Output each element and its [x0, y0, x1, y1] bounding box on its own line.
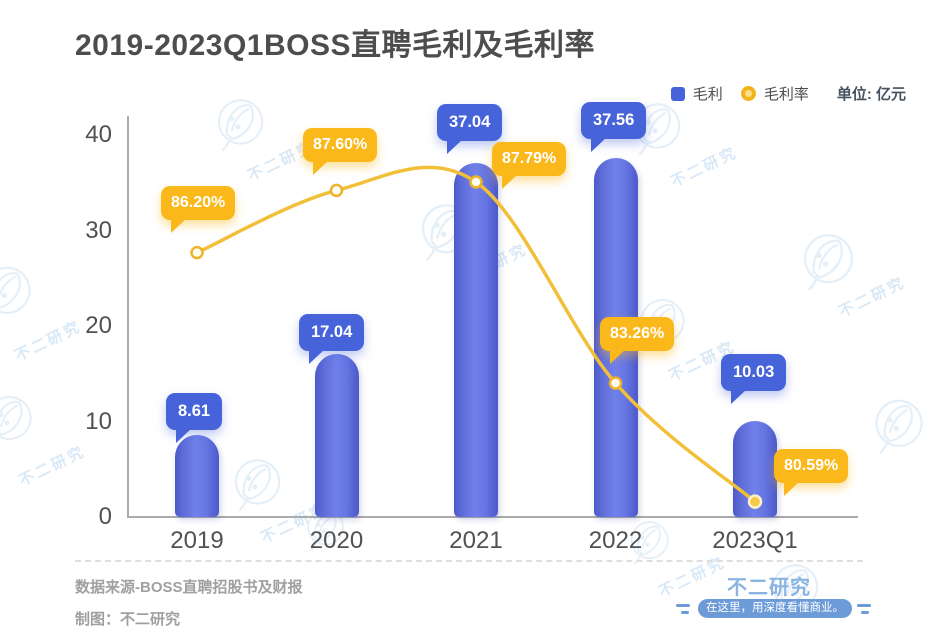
line-series-swatch	[740, 86, 756, 101]
brand-tagline-badge: 在这里，用深度看懂商业。	[698, 599, 852, 618]
brand-logo-icon	[875, 399, 923, 454]
footer-divider	[75, 560, 863, 562]
margin-value-bubble: 87.79%	[492, 142, 567, 189]
y-axis-line	[127, 116, 129, 518]
x-axis-line	[127, 516, 858, 518]
legend: 毛利 毛利率 单位: 亿元	[670, 83, 906, 104]
chart-credit-note: 制图：不二研究	[75, 611, 181, 628]
gross-profit-bar	[314, 354, 359, 517]
watermark-logo	[0, 378, 52, 461]
x-category-label: 2019	[170, 527, 224, 554]
badge-dash-decoration	[681, 611, 689, 614]
unit-label: 单位: 亿元	[836, 86, 906, 103]
data-source-note: 数据来源-BOSS直聘招股书及财报	[75, 579, 303, 596]
brand-logo-icon	[217, 99, 264, 151]
margin-value-bubble: 86.20%	[161, 186, 236, 233]
watermark-logo	[0, 248, 52, 337]
margin-value-bubble: 87.60%	[303, 128, 378, 175]
badge-dash-decoration	[676, 604, 690, 607]
x-category-label: 2022	[588, 527, 643, 554]
watermark-logo	[198, 81, 283, 166]
y-tick-label: 10	[85, 407, 112, 435]
bar-value-bubble: 37.04	[437, 104, 503, 154]
badge-dash-decoration	[861, 611, 869, 614]
bar-value-bubble: 37.56	[581, 102, 647, 152]
brand-logo-icon	[0, 266, 31, 314]
bar-series-swatch	[670, 86, 685, 101]
line-point	[190, 245, 204, 260]
y-tick-label: 0	[98, 503, 112, 530]
brand-logo-icon	[803, 234, 854, 291]
y-tick-label: 40	[85, 121, 112, 148]
y-tick-label: 20	[85, 312, 112, 339]
gross-profit-bar	[733, 421, 777, 517]
x-category-label: 2021	[449, 527, 503, 554]
bar-value-bubble: 8.61	[166, 393, 223, 443]
y-tick-label: 30	[85, 216, 112, 244]
watermark-logo	[783, 215, 876, 308]
line-series-label: 毛利率	[763, 86, 809, 103]
margin-value-bubble: 80.59%	[774, 449, 849, 496]
brand-name: 不二研究	[727, 577, 811, 599]
bar-value-bubble: 17.04	[299, 314, 365, 364]
page-title: 2019-2023Q1BOSS直聘毛利及毛利率	[75, 29, 596, 62]
watermark-logo	[614, 506, 685, 577]
line-point	[329, 183, 344, 198]
bar-value-bubble: 10.03	[721, 354, 787, 404]
badge-dash-decoration	[857, 604, 871, 607]
gross-profit-bar	[454, 163, 498, 517]
bar-series-label: 毛利	[692, 86, 723, 103]
x-category-label: 2020	[309, 527, 364, 554]
margin-value-bubble: 83.26%	[600, 317, 675, 364]
gross-profit-bar	[175, 434, 219, 517]
brand-logo-icon	[630, 521, 669, 565]
watermark-logo	[855, 381, 940, 470]
brand-logo-icon	[0, 395, 32, 447]
x-category-label: 2023Q1	[712, 527, 798, 554]
